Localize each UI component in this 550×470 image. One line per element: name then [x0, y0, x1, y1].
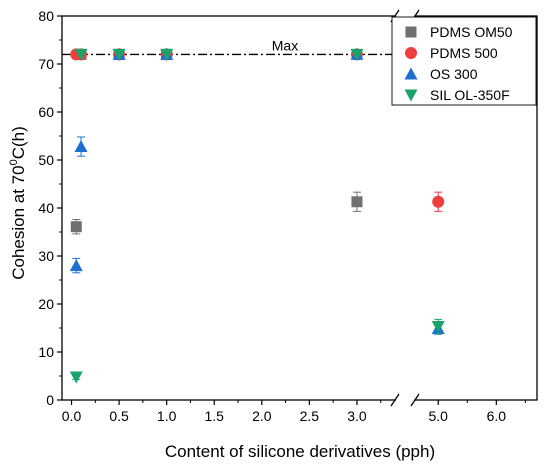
- x-tick-label: 2.0: [252, 408, 272, 424]
- y-tick-label: 10: [38, 344, 54, 360]
- legend-marker: [404, 89, 418, 102]
- x-tick-label: 0.0: [62, 408, 82, 424]
- data-point: [69, 371, 83, 384]
- data-point: [351, 196, 363, 208]
- x-tick-label: 6.0: [487, 408, 507, 424]
- data-point: [350, 48, 364, 61]
- y-axis-title-tail: C(h): [9, 126, 28, 159]
- x-axis: 0.0 0.5 1.0 1.5 2.0 2.5 3.0 5.0 6.0: [62, 400, 526, 424]
- series-triangle-up: [69, 47, 445, 335]
- axis-break-slash-bottom-right: [410, 393, 420, 407]
- y-tick-label: 0: [46, 392, 54, 408]
- data-point: [432, 195, 445, 208]
- y-tick-label: 60: [38, 104, 54, 120]
- x-tick-label: 5.0: [429, 408, 449, 424]
- data-point: [74, 140, 88, 153]
- y-axis-title-superscript: 0: [8, 159, 20, 165]
- axis-break-gap-top: [396, 13, 414, 19]
- axis-break-gap-bottom: [396, 397, 414, 403]
- x-tick-label: 1.0: [157, 408, 177, 424]
- data-point: [70, 221, 82, 233]
- reference-line-label: Max: [272, 37, 298, 53]
- y-tick-label: 30: [38, 248, 54, 264]
- legend-label: PDMS OM50: [430, 24, 513, 40]
- x-tick-label: 2.5: [300, 408, 320, 424]
- y-axis-title: Cohesion at 700C(h): [8, 126, 28, 280]
- y-axis-title-main: Cohesion at 70: [9, 165, 28, 279]
- x-tick-label: 0.5: [109, 408, 129, 424]
- legend-marker: [404, 67, 418, 80]
- data-markers: [69, 47, 445, 384]
- legend-label: OS 300: [430, 66, 478, 82]
- y-axis: 0 10 20 30 40 50 60 70 80: [38, 8, 62, 408]
- data-point: [160, 48, 174, 61]
- legend-label: SIL OL-350F: [430, 87, 510, 103]
- y-tick-label: 50: [38, 152, 54, 168]
- x-axis-title: Content of silicone derivatives (pph): [165, 442, 435, 461]
- y-tick-label: 20: [38, 296, 54, 312]
- series-triangle-down: [69, 48, 445, 384]
- data-point: [112, 48, 126, 61]
- data-point: [74, 48, 88, 61]
- y-tick-label: 80: [38, 8, 54, 24]
- x-tick-label: 3.0: [347, 408, 367, 424]
- x-tick-label: 1.5: [204, 408, 224, 424]
- legend-label: PDMS 500: [430, 45, 498, 61]
- y-tick-label: 70: [38, 56, 54, 72]
- data-point: [69, 259, 83, 272]
- series-square: [70, 48, 363, 235]
- y-tick-label: 40: [38, 200, 54, 216]
- legend-marker: [405, 26, 417, 38]
- legend: PDMS OM50 PDMS 500 OS 300 SIL OL-350F: [391, 16, 537, 106]
- series-circle: [70, 48, 445, 212]
- reference-line-group: Max: [62, 37, 395, 56]
- data-point: [431, 321, 445, 334]
- axis-break-slash-bottom-left: [390, 393, 400, 407]
- legend-marker: [405, 47, 417, 59]
